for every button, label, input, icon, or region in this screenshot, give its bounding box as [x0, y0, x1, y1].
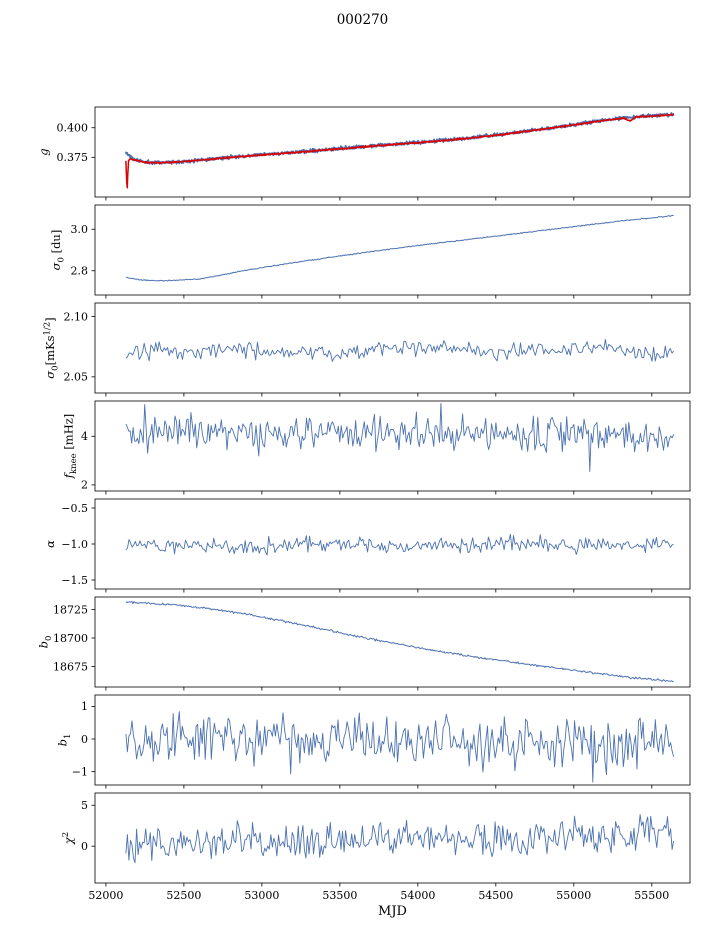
y-tick-label: 2 — [81, 479, 88, 492]
gain-fit-line — [125, 113, 674, 189]
y-axis-label-fknee: fknee [mHz] — [62, 414, 80, 480]
y-axis-label-g: g — [37, 148, 51, 155]
sigma0-du-curve-line — [125, 214, 674, 282]
y-axis-label-alpha: α — [43, 540, 57, 548]
b1-curve-line — [125, 711, 675, 783]
y-axis-label-sigma0-du: σ0 [du] — [49, 230, 67, 271]
x-tick-label: 55500 — [634, 889, 669, 902]
chi2-curve-line — [125, 814, 675, 864]
figure-title: 000270 — [336, 12, 389, 28]
y-tick-label: −1.0 — [61, 538, 88, 551]
y-tick-label: 18725 — [53, 603, 88, 616]
y-tick-label: 0.400 — [57, 122, 89, 135]
axes-frame — [94, 694, 691, 786]
x-tick-label: 54000 — [400, 889, 435, 902]
y-tick-label: 2.10 — [64, 310, 89, 323]
y-axis-label-b0: b0 — [37, 636, 55, 649]
y-tick-label: −1.5 — [61, 574, 88, 587]
x-tick-label: 55000 — [556, 889, 591, 902]
x-tick-label: 53500 — [322, 889, 357, 902]
subplot-b1: −1 0 1 b1 — [55, 694, 691, 789]
x-tick-label: 53000 — [244, 889, 279, 902]
y-tick-label: 0.375 — [57, 151, 89, 164]
y-axis-label-sigma0-mks: σ0[mKs1/2] — [42, 317, 60, 378]
y-tick-label: 0 — [81, 840, 88, 853]
axes-frame — [94, 596, 691, 688]
subplot-alpha: −0.5 −1.0 −1.5 α — [43, 498, 691, 593]
y-tick-label: 5 — [81, 799, 88, 812]
subplot-chi2: 0 5 52000 52500 53000 53500 54000 54500 55000 555… — [61, 792, 691, 902]
x-tick-label: 52500 — [166, 889, 201, 902]
b0-curve-line — [125, 600, 674, 683]
y-axis-label-b1: b1 — [55, 734, 73, 747]
y-tick-label: −1 — [72, 765, 88, 778]
y-tick-label: 18700 — [53, 632, 88, 645]
fknee-curve-line — [125, 402, 675, 472]
subplot-sigma0-mks: 2.05 2.10 σ0[mKs1/2] — [42, 302, 691, 397]
gain-data-line — [125, 112, 675, 166]
y-tick-label: −0.5 — [61, 502, 88, 515]
y-tick-label: 2.05 — [64, 371, 89, 384]
axes-frame — [94, 302, 691, 394]
y-axis-label-chi2: χ2 — [61, 832, 76, 845]
y-tick-label: 2.8 — [71, 265, 89, 278]
axes-frame — [94, 106, 691, 198]
axes-frame — [94, 792, 691, 884]
x-tick-label: 52000 — [88, 889, 123, 902]
axes-frame — [94, 204, 691, 296]
axes-frame — [94, 400, 691, 492]
alpha-curve-line — [125, 533, 674, 556]
subplot-b0: 18675 18700 18725 b0 — [37, 596, 691, 691]
y-tick-label: 0 — [81, 733, 88, 746]
sigma0-mks-curve-line — [125, 338, 674, 362]
y-tick-label: 4 — [81, 430, 88, 443]
subplot-sigma0-du: 2.8 3.0 σ0 [du] — [49, 204, 691, 299]
y-tick-label: 1 — [81, 700, 88, 713]
subplot-g: 0.375 0.400 g — [37, 106, 691, 201]
x-tick-label: 54500 — [478, 889, 513, 902]
y-tick-label: 3.0 — [71, 223, 89, 236]
y-tick-label: 18675 — [53, 660, 88, 673]
x-axis-label: MJD — [378, 904, 407, 919]
